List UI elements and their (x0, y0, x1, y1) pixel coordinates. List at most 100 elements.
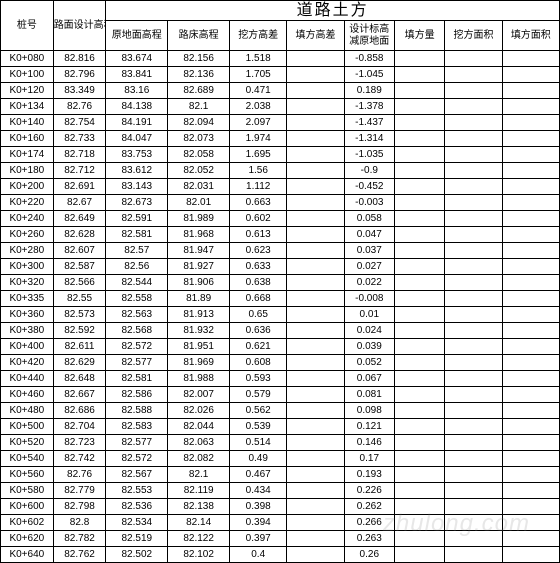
table-cell (502, 291, 559, 307)
table-cell: 82.723 (53, 435, 106, 451)
table-cell: 82.56 (106, 259, 168, 275)
table-cell: 0.636 (230, 323, 287, 339)
table-cell: 82.138 (168, 499, 230, 515)
table-cell (287, 547, 344, 563)
table-cell: 82.14 (168, 515, 230, 531)
table-cell: 82.592 (53, 323, 106, 339)
table-cell (287, 419, 344, 435)
table-cell: K0+420 (1, 355, 54, 371)
table-cell (287, 403, 344, 419)
table-row: K0+14082.75484.19182.0942.097-1.437 (1, 115, 560, 131)
table-cell: -0.858 (344, 51, 394, 67)
table-row: K0+56082.7682.56782.10.4670.193 (1, 467, 560, 483)
table-cell (502, 195, 559, 211)
table-row: K0+44082.64882.58181.9880.5930.067 (1, 371, 560, 387)
table-cell (287, 371, 344, 387)
table-cell: 82.567 (106, 467, 168, 483)
table-row: K0+32082.56682.54481.9060.6380.022 (1, 275, 560, 291)
table-cell: -0.003 (344, 195, 394, 211)
table-cell (502, 179, 559, 195)
table-cell: K0+200 (1, 179, 54, 195)
table-cell: 82.686 (53, 403, 106, 419)
table-cell: 82.733 (53, 131, 106, 147)
table-cell (287, 51, 344, 67)
table-cell (287, 467, 344, 483)
table-cell (287, 355, 344, 371)
table-cell: 82.102 (168, 547, 230, 563)
table-cell: 82.67 (53, 195, 106, 211)
table-row: K0+22082.6782.67382.010.663-0.003 (1, 195, 560, 211)
table-cell: 82.607 (53, 243, 106, 259)
table-cell (287, 243, 344, 259)
table-cell: K0+640 (1, 547, 54, 563)
table-cell (394, 291, 444, 307)
table-cell (502, 99, 559, 115)
table-cell: K0+160 (1, 131, 54, 147)
table-cell: 82.119 (168, 483, 230, 499)
table-cell: 0.471 (230, 83, 287, 99)
table-cell (502, 227, 559, 243)
table-cell (287, 179, 344, 195)
table-cell (445, 67, 502, 83)
table-cell: 82.534 (106, 515, 168, 531)
table-cell: 82.779 (53, 483, 106, 499)
table-cell: 82.026 (168, 403, 230, 419)
table-row: K0+10082.79683.84182.1361.705-1.045 (1, 67, 560, 83)
col-header-cut-area: 挖方面积 (445, 21, 502, 51)
table-cell: K0+600 (1, 499, 54, 515)
table-cell (394, 467, 444, 483)
table-cell: 82.122 (168, 531, 230, 547)
table-cell (502, 515, 559, 531)
table-cell: 82.073 (168, 131, 230, 147)
table-cell: 83.753 (106, 147, 168, 163)
table-cell: 2.097 (230, 115, 287, 131)
table-cell: 83.674 (106, 51, 168, 67)
table-cell: 0.081 (344, 387, 394, 403)
table-cell (502, 275, 559, 291)
table-cell (287, 275, 344, 291)
table-cell (394, 547, 444, 563)
table-cell (445, 275, 502, 291)
table-cell: K0+100 (1, 67, 54, 83)
table-cell: 81.906 (168, 275, 230, 291)
table-cell: 82.558 (106, 291, 168, 307)
table-cell: 82.704 (53, 419, 106, 435)
table-cell (287, 307, 344, 323)
table-cell: 0.65 (230, 307, 287, 323)
table-cell: 0.398 (230, 499, 287, 515)
table-cell (394, 387, 444, 403)
table-cell (287, 323, 344, 339)
table-row: K0+38082.59282.56881.9320.6360.024 (1, 323, 560, 339)
table-cell (502, 547, 559, 563)
table-cell: 0.01 (344, 307, 394, 323)
table-cell: 0.514 (230, 435, 287, 451)
table-cell: K0+480 (1, 403, 54, 419)
table-cell (394, 371, 444, 387)
table-cell: 82.712 (53, 163, 106, 179)
table-cell: 82.591 (106, 211, 168, 227)
table-cell: 82.816 (53, 51, 106, 67)
table-cell: 0.638 (230, 275, 287, 291)
table-cell: K0+335 (1, 291, 54, 307)
table-cell: 83.349 (53, 83, 106, 99)
table-cell (445, 115, 502, 131)
table-cell: 1.705 (230, 67, 287, 83)
table-cell: K0+220 (1, 195, 54, 211)
table-cell (502, 243, 559, 259)
table-cell (502, 499, 559, 515)
table-cell (445, 163, 502, 179)
table-row: K0+48082.68682.58882.0260.5620.098 (1, 403, 560, 419)
table-cell (394, 211, 444, 227)
table-cell: 82.587 (53, 259, 106, 275)
table-cell: 82.762 (53, 547, 106, 563)
table-cell: 82.544 (106, 275, 168, 291)
table-cell: 0.262 (344, 499, 394, 515)
table-cell (394, 195, 444, 211)
table-cell: 0.539 (230, 419, 287, 435)
table-cell: 2.038 (230, 99, 287, 115)
table-cell: 1.695 (230, 147, 287, 163)
table-row: K0+08082.81683.67482.1561.518-0.858 (1, 51, 560, 67)
table-cell: -0.452 (344, 179, 394, 195)
table-cell (502, 531, 559, 547)
table-cell: 82.581 (106, 227, 168, 243)
